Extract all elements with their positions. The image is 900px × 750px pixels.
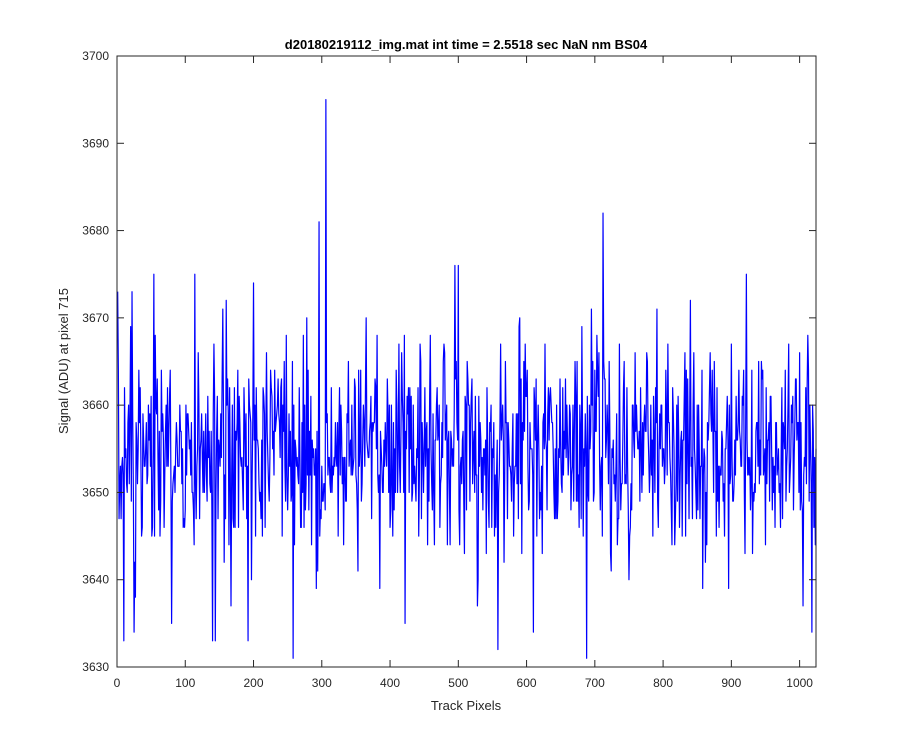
x-axis-ticks: 0 100 200 300 400 500 600 700 800 900 1000 bbox=[114, 56, 813, 690]
x-tick-label: 100 bbox=[175, 676, 195, 690]
y-tick-label: 3640 bbox=[82, 573, 109, 587]
x-tick-label: 300 bbox=[312, 676, 332, 690]
plot-area-background bbox=[117, 56, 816, 667]
x-tick-label: 500 bbox=[448, 676, 468, 690]
axes-box bbox=[116, 55, 817, 668]
x-tick-label: 200 bbox=[244, 676, 264, 690]
x-tick-label: 0 bbox=[114, 676, 121, 690]
x-tick-label: 900 bbox=[721, 676, 741, 690]
series-layer bbox=[117, 99, 817, 659]
x-tick-label: 700 bbox=[585, 676, 605, 690]
x-tick-label: 800 bbox=[653, 676, 673, 690]
x-tick-label: 1000 bbox=[786, 676, 813, 690]
signal-line bbox=[117, 99, 817, 659]
y-tick-label: 3630 bbox=[82, 660, 109, 674]
x-axis-label: Track Pixels bbox=[431, 698, 502, 713]
x-tick-label: 400 bbox=[380, 676, 400, 690]
y-tick-label: 3700 bbox=[82, 49, 109, 63]
y-axis-label: Signal (ADU) at pixel 715 bbox=[56, 288, 71, 434]
chart-title: d20180219112_img.mat int time = 2.5518 s… bbox=[285, 37, 648, 52]
y-tick-label: 3660 bbox=[82, 398, 109, 412]
x-tick-label: 600 bbox=[517, 676, 537, 690]
y-axis-ticks: 3630 3640 3650 3660 3670 3680 3690 3700 bbox=[82, 49, 816, 674]
y-tick-label: 3690 bbox=[82, 136, 109, 150]
y-tick-label: 3650 bbox=[82, 485, 109, 499]
y-tick-label: 3670 bbox=[82, 311, 109, 325]
y-tick-label: 3680 bbox=[82, 224, 109, 238]
